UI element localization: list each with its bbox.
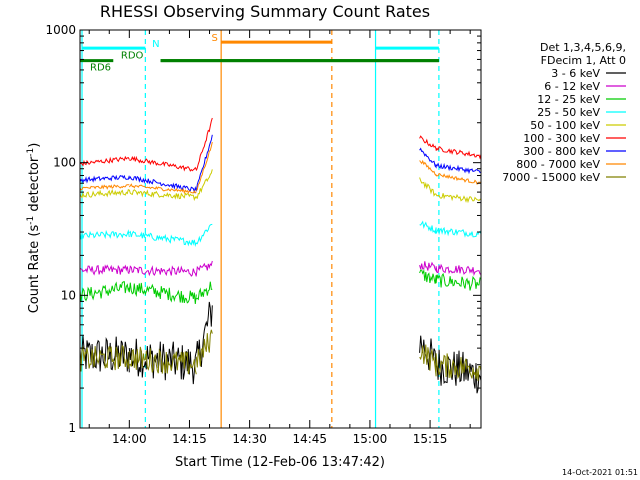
series-line-2 [80, 268, 481, 305]
chart-title: RHESSI Observing Summary Count Rates [100, 2, 430, 21]
series-line-6 [80, 134, 481, 194]
series-line-1 [80, 260, 481, 277]
x-tick-label-2: 14:30 [232, 432, 267, 446]
status-label-rdo: RDO [121, 51, 144, 62]
x-axis-label: Start Time (12-Feb-06 13:47:42) [175, 455, 385, 470]
status-label-s: S [212, 33, 218, 44]
series-line-7 [80, 141, 481, 195]
y-tick-label-3: 1000 [45, 23, 76, 37]
legend-entry-2: 12 - 25 keV [537, 93, 600, 106]
series-line-5 [80, 117, 481, 172]
legend-entry-5: 100 - 300 keV [523, 132, 600, 145]
x-tick-label-0: 14:00 [112, 432, 147, 446]
legend-header-0: Det 1,3,4,5,6,9, [540, 41, 626, 54]
status-label-n: N [152, 39, 159, 50]
series-line-3 [80, 220, 481, 247]
legend-entry-1: 6 - 12 keV [544, 80, 600, 93]
legend-entry-0: 3 - 6 keV [551, 67, 600, 80]
x-tick-label-3: 14:45 [292, 432, 327, 446]
y-axis-label: Count Rate (s-1 detector-1) [26, 143, 42, 314]
legend-entry-6: 300 - 800 keV [523, 145, 600, 158]
legend-header-1: FDecim 1, Att 0 [541, 54, 626, 67]
legend-entry-4: 50 - 100 keV [530, 119, 600, 132]
legend-entry-7: 800 - 7000 keV [516, 158, 600, 171]
y-tick-label-1: 10 [61, 288, 76, 302]
x-tick-label-5: 15:15 [413, 432, 448, 446]
status-bars: N S RDO RD6 [80, 33, 439, 74]
series-line-8 [80, 329, 481, 381]
x-tick-label-4: 15:00 [353, 432, 388, 446]
legend-entry-8: 7000 - 15000 keV [502, 171, 600, 184]
interval-markers [81, 30, 440, 428]
status-label-rd6: RD6 [90, 63, 111, 74]
legend: Det 1,3,4,5,6,9,FDecim 1, Att 03 - 6 keV… [502, 41, 626, 184]
y-tick-label-0: 1 [68, 421, 76, 435]
y-tick-label-2: 100 [53, 156, 76, 170]
x-tick-label-1: 14:15 [172, 432, 207, 446]
timestamp: 14-Oct-2021 01:51 [562, 468, 638, 477]
series-line-4 [80, 169, 481, 204]
plot-frame [79, 29, 482, 429]
series-group [80, 117, 481, 394]
legend-entry-3: 25 - 50 keV [537, 106, 600, 119]
axes: 14:00 14:15 14:30 14:45 15:00 15:15 1 10 100 1000 [45, 23, 482, 446]
